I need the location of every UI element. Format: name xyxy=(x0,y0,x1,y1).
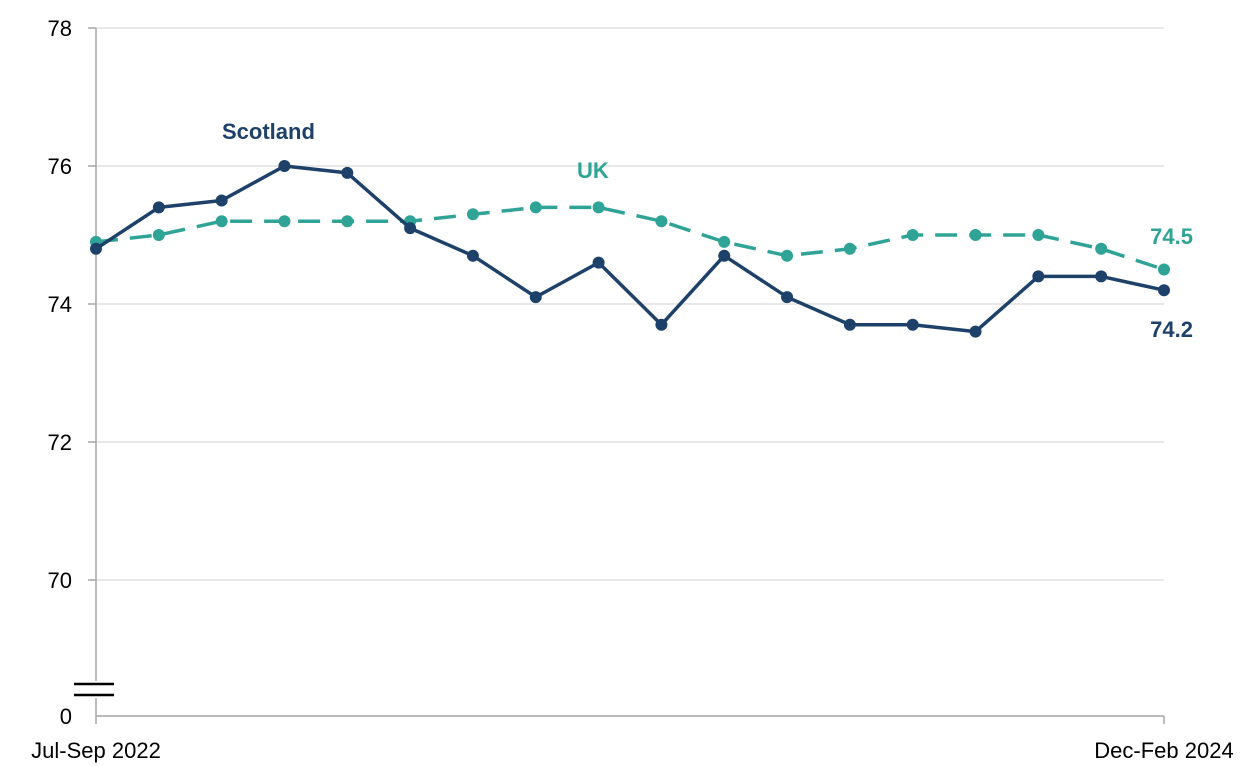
point-scotland-6 xyxy=(466,249,479,262)
point-scotland-11 xyxy=(781,291,794,304)
y-tick-labels: 0 70 72 74 76 78 xyxy=(48,16,72,729)
point-scotland-13 xyxy=(906,318,919,331)
series-scotland xyxy=(90,160,1170,338)
point-scotland-4 xyxy=(341,166,354,179)
point-uk-15 xyxy=(1032,229,1045,241)
point-uk-4 xyxy=(341,215,354,228)
gridlines xyxy=(88,27,1164,581)
point-scotland-12 xyxy=(843,318,856,331)
point-uk-7 xyxy=(529,201,542,214)
point-scotland-15 xyxy=(1032,270,1045,283)
point-uk-11 xyxy=(781,249,794,262)
y-tick-label-0: 0 xyxy=(60,704,72,729)
point-scotland-9 xyxy=(655,318,668,331)
series xyxy=(90,160,1170,338)
point-uk-16 xyxy=(1095,242,1108,255)
point-scotland-8 xyxy=(592,256,605,269)
point-uk-6 xyxy=(466,208,479,221)
point-scotland-14 xyxy=(969,325,982,338)
point-scotland-2 xyxy=(215,194,228,207)
point-uk-3 xyxy=(278,215,291,228)
point-uk-17 xyxy=(1158,263,1170,276)
series-line-scotland xyxy=(95,164,1165,334)
axes xyxy=(72,28,1165,724)
point-uk-9 xyxy=(655,215,668,228)
point-uk-12 xyxy=(843,242,856,255)
series-label-scotland: Scotland xyxy=(222,119,315,144)
y-tick-label-70: 70 xyxy=(48,568,72,593)
point-scotland-0 xyxy=(90,242,102,255)
series-labels: Scotland UK 74.5 74.2 xyxy=(222,119,1193,342)
point-scotland-3 xyxy=(278,160,291,172)
x-tick-label-start: Jul-Sep 2022 xyxy=(31,738,161,763)
point-uk-13 xyxy=(906,229,919,241)
point-scotland-17 xyxy=(1158,284,1170,297)
axis-break-icon xyxy=(72,681,116,698)
y-tick-label-72: 72 xyxy=(48,430,72,455)
point-scotland-5 xyxy=(404,222,417,235)
series-uk xyxy=(90,201,1170,276)
x-tick-label-end: Dec-Feb 2024 xyxy=(1094,738,1233,763)
y-tick-label-74: 74 xyxy=(48,292,72,317)
point-uk-8 xyxy=(592,201,605,214)
point-uk-2 xyxy=(215,215,228,228)
point-scotland-16 xyxy=(1095,270,1108,283)
point-uk-14 xyxy=(969,229,982,241)
end-label-scotland: 74.2 xyxy=(1150,317,1193,342)
series-line-uk xyxy=(95,205,1165,272)
point-uk-10 xyxy=(718,235,731,248)
point-scotland-7 xyxy=(529,291,542,304)
x-tick-labels: Jul-Sep 2022 Dec-Feb 2024 xyxy=(31,738,1234,763)
point-scotland-10 xyxy=(718,249,731,262)
y-tick-label-78: 78 xyxy=(48,16,72,41)
series-label-uk: UK xyxy=(577,158,609,183)
point-scotland-1 xyxy=(152,201,165,214)
point-uk-1 xyxy=(152,229,165,241)
y-tick-label-76: 76 xyxy=(48,154,72,179)
end-label-uk: 74.5 xyxy=(1150,224,1193,249)
